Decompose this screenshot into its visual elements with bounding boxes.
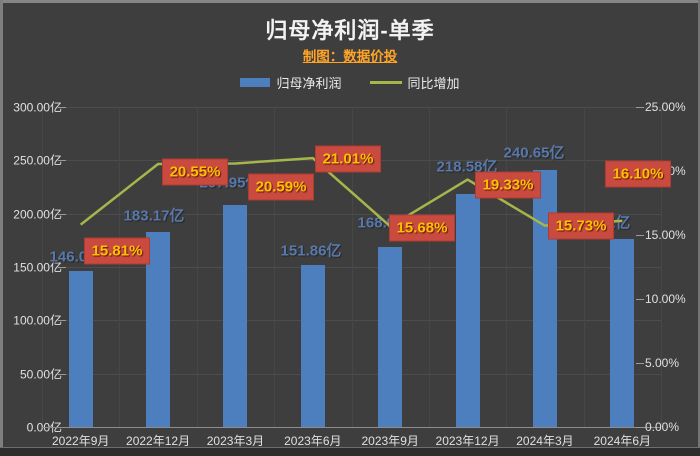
left-axis-tick [58, 160, 66, 162]
v-gridline [351, 107, 353, 427]
percent-label: 21.01% [315, 145, 381, 173]
x-axis-label: 2023年3月 [206, 434, 265, 448]
y-axis-label-left: 100.00亿 [13, 313, 62, 328]
v-gridline [196, 107, 198, 427]
y-axis-label-right: 15.00% [645, 228, 686, 242]
y-axis-label-right: 25.00% [645, 100, 686, 114]
bar [610, 238, 635, 427]
y-axis-label-left: 250.00亿 [13, 153, 62, 168]
left-axis-tick [58, 213, 66, 215]
y-axis-label-right: 10.00% [645, 292, 686, 306]
legend-label: 同比增加 [407, 75, 460, 91]
left-axis-tick [58, 320, 66, 322]
x-axis-label: 2023年6月 [284, 434, 342, 448]
frame-edge-left [0, 0, 3, 456]
x-axis-label: 2022年9月 [52, 434, 110, 448]
chart-title: 归母净利润-单季 [265, 18, 435, 43]
x-axis-label: 2023年9月 [361, 434, 419, 448]
percent-label: 16.10% [605, 160, 671, 188]
left-axis-tick [58, 107, 66, 108]
legend-item-line-series: 同比增加 [369, 73, 460, 92]
y-axis-label-right: 0.00% [645, 420, 680, 434]
x-axis-label: 2024年3月 [516, 434, 574, 448]
v-gridline [42, 107, 43, 427]
frame-edge-top [0, 0, 700, 3]
y-axis-label-right: 5.00% [645, 356, 680, 370]
right-axis-tick [636, 299, 644, 300]
bar-value-label: 151.86亿 [280, 242, 342, 260]
percent-label: 20.55% [162, 158, 228, 186]
line-series-swatch-icon [369, 80, 402, 84]
bar-value-label: 183.17亿 [123, 207, 185, 225]
v-gridline [583, 107, 585, 427]
chart-subtitle: 制图：数据价投 [302, 49, 398, 64]
v-gridline [661, 107, 662, 427]
x-axis-label: 2022年12月 [126, 434, 191, 448]
x-axis-line [42, 427, 661, 428]
frame-edge-bottom [0, 447, 700, 456]
x-axis-label: 2024年6月 [593, 434, 651, 448]
y-axis-label-left: 300.00亿 [13, 100, 62, 115]
bar-value-label: 240.65亿 [503, 144, 565, 162]
bar [68, 271, 93, 427]
bar [300, 265, 325, 427]
bar-series-swatch-icon [240, 77, 271, 87]
bar-value-label: 218.58亿 [436, 158, 498, 176]
v-gridline [119, 107, 121, 427]
chart-legend: 归母净利润 同比增加 [0, 73, 700, 91]
percent-label: 15.68% [389, 214, 455, 242]
left-axis-tick [58, 267, 66, 268]
bar [223, 205, 248, 427]
right-axis-tick [636, 235, 644, 236]
percent-label: 19.33% [475, 171, 541, 199]
percent-label: 20.59% [248, 173, 314, 201]
right-axis-tick [636, 427, 644, 428]
right-axis-tick [636, 363, 644, 364]
bar [378, 246, 403, 427]
frame-edge-right [698, 0, 700, 456]
v-gridline [274, 107, 276, 427]
v-gridline [428, 107, 430, 427]
percent-label: 15.81% [84, 237, 150, 265]
v-gridline [506, 107, 508, 427]
x-axis-label: 2023年12月 [435, 434, 500, 448]
left-axis-tick [58, 373, 66, 375]
right-axis-tick [636, 107, 644, 108]
y-axis-label-left: 150.00亿 [13, 260, 62, 275]
legend-label: 归母净利润 [276, 75, 342, 91]
percent-label: 15.73% [548, 212, 614, 240]
legend-item-bar-series: 归母净利润 [240, 73, 342, 92]
y-axis-label-left: 200.00亿 [13, 207, 62, 222]
bar [146, 231, 171, 427]
bar [455, 193, 480, 427]
y-axis-label-left: 50.00亿 [19, 367, 62, 382]
